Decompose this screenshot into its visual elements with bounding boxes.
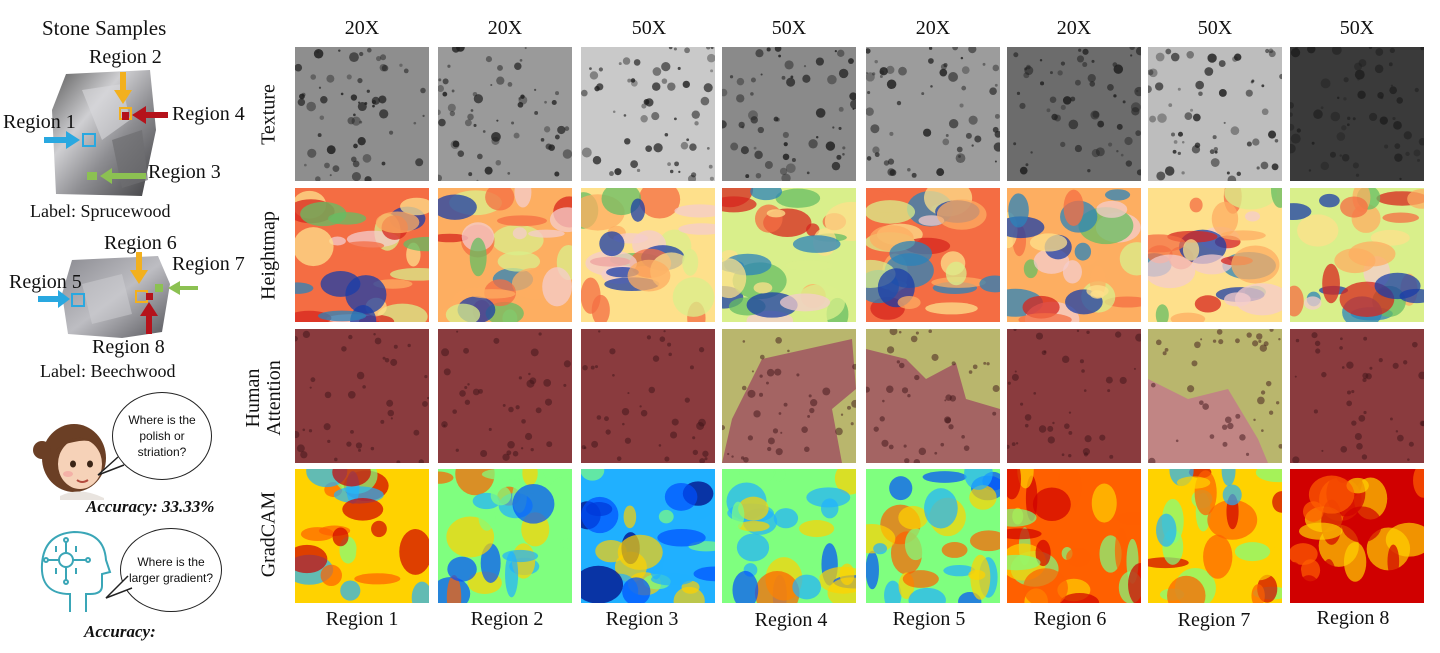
human-attention-tile-region8 [1290,329,1424,463]
region5-label: Region 5 [9,271,82,293]
region4-marker [122,112,129,120]
texture-tile-region3 [581,47,715,181]
mag-col-7: 50X [1197,17,1233,39]
ai-question-line2: larger gradient? [128,571,214,585]
ai-speech-bubble: Where is the larger gradient? [120,528,222,612]
human-bubble-tail [97,456,125,476]
row-label-texture-text: Texture [257,84,280,145]
ai-bubble-tail [105,575,133,599]
ai-accuracy: Accuracy: [84,622,156,641]
col-label-region6: Region 6 [1033,608,1107,630]
sprucewood-label: Label: Sprucewood [30,201,171,221]
row-label-human-attention: Human Attention [242,330,285,466]
row-label-human-text: Human [242,368,264,428]
region5-marker [71,293,85,307]
region4-label: Region 4 [172,103,245,125]
row-label-heightmap-text: Heightmap [257,211,280,300]
gradcam-tile-region1 [295,469,429,603]
ai-question-line1: Where is the [137,554,205,569]
texture-tile-region2 [438,47,572,181]
row-label-attention-text: Attention [263,360,285,436]
mag-col-2: 20X [487,17,523,39]
texture-tile-region7 [1148,47,1282,181]
stone-samples-title: Stone Samples [42,16,167,40]
heightmap-tile-region1 [295,188,429,322]
gradcam-tile-region8 [1290,469,1424,603]
region-arrows-sample1 [44,72,168,184]
row-label-texture: Texture [257,47,280,183]
texture-tile-region5 [866,47,1000,181]
human-question-line1: Where is the [128,412,196,427]
human-attention-tile-region6 [1007,329,1141,463]
region7-marker [155,284,163,292]
gradcam-tile-region2 [438,469,572,603]
human-attention-tile-region3 [581,329,715,463]
region8-label: Region 8 [92,336,165,358]
mag-col-3: 50X [631,17,667,39]
human-accuracy: Accuracy: 33.33% [86,497,215,516]
col-label-region5: Region 5 [892,608,966,630]
mag-col-8: 50X [1339,17,1375,39]
col-label-region4: Region 4 [754,609,828,631]
human-attention-tile-region5 [866,329,1000,463]
texture-tile-region6 [1007,47,1141,181]
human-question-line2: polish or [139,428,185,443]
region2-label: Region 2 [89,46,162,68]
gradcam-tile-region7 [1148,469,1282,603]
heightmap-tile-region3 [581,188,715,322]
col-label-region2: Region 2 [470,608,544,630]
human-speech-bubble: Where is the polish or striation? [112,392,212,480]
sprucewood-stone-image [52,70,156,196]
gradcam-tile-region5 [866,469,1000,603]
heightmap-tile-region7 [1148,188,1282,322]
region1-marker [82,133,96,147]
region1-label: Region 1 [3,111,76,133]
gradcam-tile-region6 [1007,469,1141,603]
ai-brain-icon [30,528,114,614]
gradcam-tile-region4 [722,469,856,603]
mag-col-6: 20X [1056,17,1092,39]
row-label-gradcam-text: GradCAM [257,491,280,578]
heightmap-tile-region2 [438,188,572,322]
col-label-region1: Region 1 [325,608,399,630]
mag-col-1: 20X [344,17,380,39]
col-label-region8: Region 8 [1316,607,1390,629]
col-label-region3: Region 3 [605,608,679,630]
region3-label: Region 3 [148,161,221,183]
texture-tile-region8 [1290,47,1424,181]
mag-col-5: 20X [915,17,951,39]
region6-label: Region 6 [104,232,177,254]
heightmap-tile-region6 [1007,188,1141,322]
region3-marker [87,172,97,180]
col-label-region7: Region 7 [1177,609,1251,631]
human-face-icon [30,420,112,500]
region7-label: Region 7 [172,253,245,275]
heightmap-tile-region4 [722,188,856,322]
heightmap-tile-region8 [1290,188,1424,322]
heightmap-tile-region5 [866,188,1000,322]
human-question-line3: striation? [137,445,187,460]
mag-col-4: 50X [771,17,807,39]
texture-tile-region4 [722,47,856,181]
beechwood-label: Label: Beechwood [40,361,176,381]
human-attention-tile-region1 [295,329,429,463]
human-attention-tile-region2 [438,329,572,463]
region8-marker [146,293,153,300]
row-label-gradcam: GradCAM [257,467,280,603]
texture-tile-region1 [295,47,429,181]
region-arrows-sample2 [38,252,198,334]
human-attention-tile-region4 [722,329,856,463]
human-attention-tile-region7 [1148,329,1282,463]
row-label-heightmap: Heightmap [257,188,280,324]
gradcam-tile-region3 [581,469,715,603]
